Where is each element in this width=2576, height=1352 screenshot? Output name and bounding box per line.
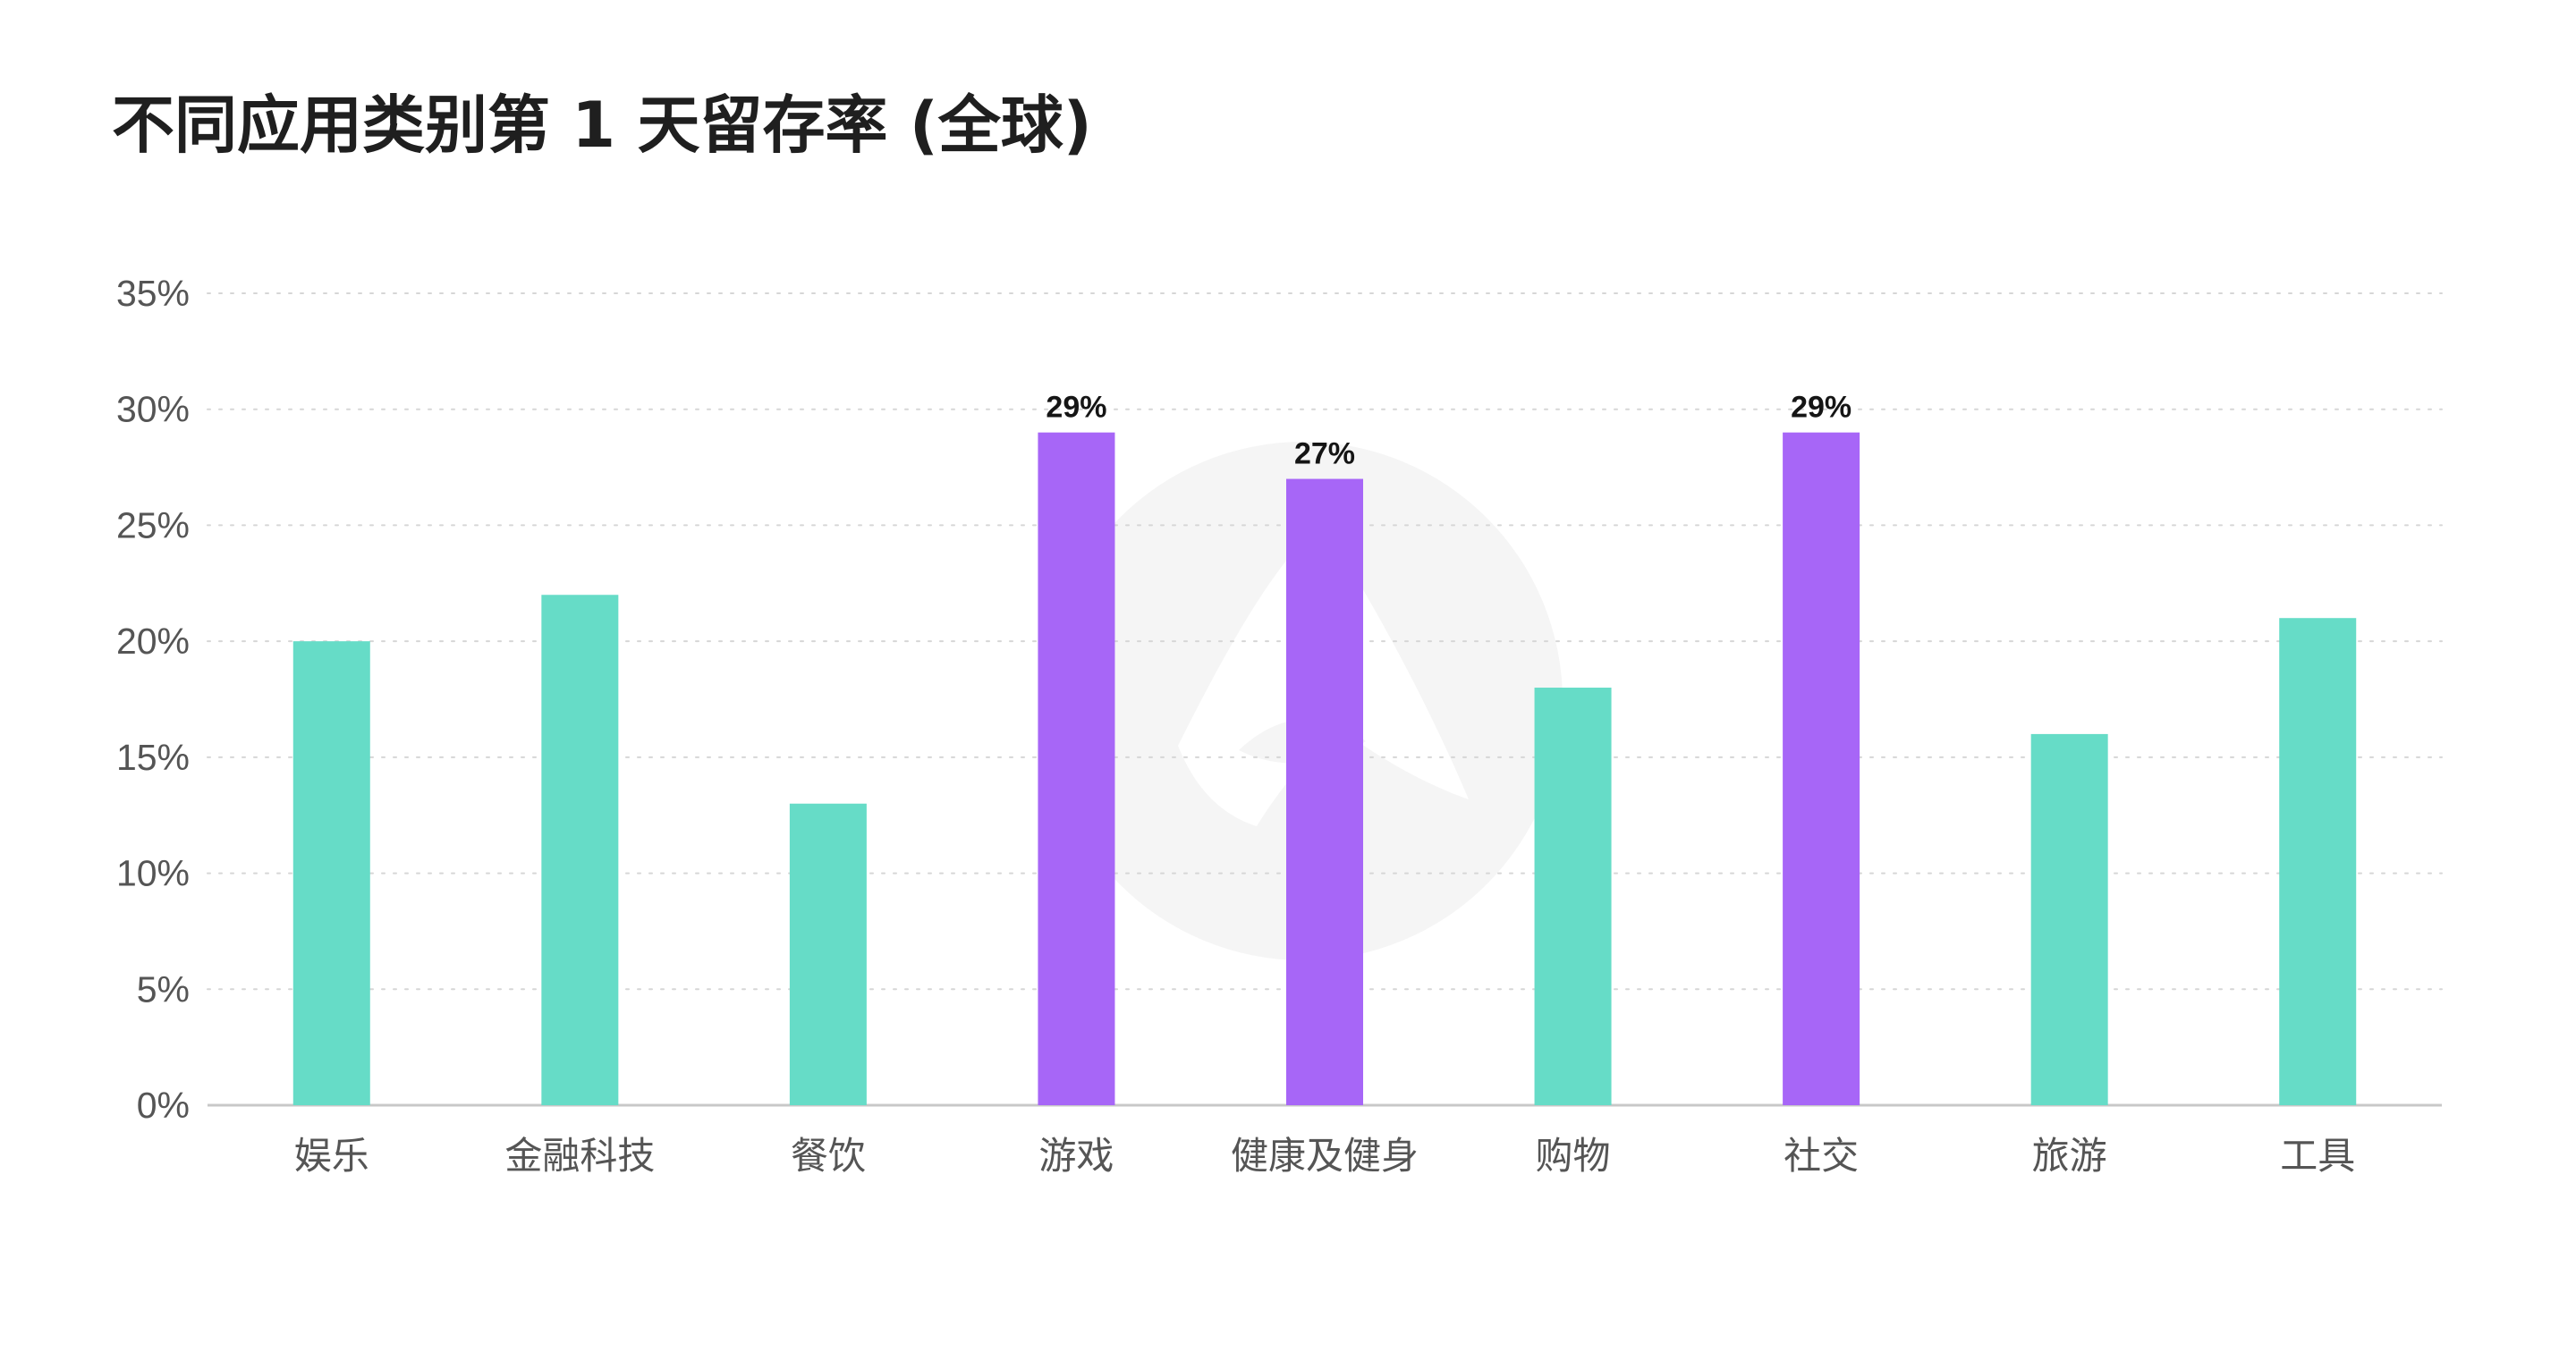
y-tick-label: 0%	[137, 1085, 190, 1126]
chart-title: 不同应用类别第 1 天留存率 (全球)	[112, 89, 1092, 162]
bar	[1783, 432, 1860, 1106]
bar	[789, 803, 867, 1105]
bar-layer	[292, 432, 2357, 1106]
y-tick-label: 30%	[116, 389, 190, 430]
y-tick-label: 35%	[116, 273, 190, 314]
bar	[2279, 618, 2357, 1105]
x-category-label: 旅游	[2032, 1134, 2107, 1178]
y-tick-label: 25%	[116, 504, 190, 545]
x-category-label: 游戏	[1038, 1134, 1114, 1178]
y-tick-label: 15%	[116, 737, 190, 778]
x-category-label: 工具	[2280, 1134, 2355, 1178]
x-category-label: 餐饮	[791, 1134, 866, 1178]
bar	[1286, 478, 1363, 1105]
bar	[1038, 432, 1115, 1106]
y-tick-label: 5%	[137, 968, 190, 1010]
y-tick-label: 10%	[116, 853, 190, 894]
bar-data-label: 29%	[1046, 391, 1106, 425]
y-tick-label: 20%	[116, 621, 190, 662]
bar-data-label: 27%	[1294, 437, 1355, 471]
x-category-label: 社交	[1784, 1134, 1859, 1178]
x-category-label: 购物	[1536, 1134, 1611, 1178]
label-layer: 0% 5% 10% 15% 20% 25% 30% 35% 娱乐 金融科技 餐饮 游戏 29% 健康及健身…	[116, 273, 2355, 1178]
bar	[292, 641, 370, 1105]
bar	[2030, 733, 2108, 1105]
x-category-label: 健康及健身	[1231, 1134, 1419, 1178]
x-category-label: 金融科技	[504, 1134, 655, 1178]
x-category-label: 娱乐	[294, 1134, 369, 1178]
bar	[1534, 688, 1612, 1105]
bar-data-label: 29%	[1791, 391, 1852, 425]
bar	[541, 595, 619, 1105]
